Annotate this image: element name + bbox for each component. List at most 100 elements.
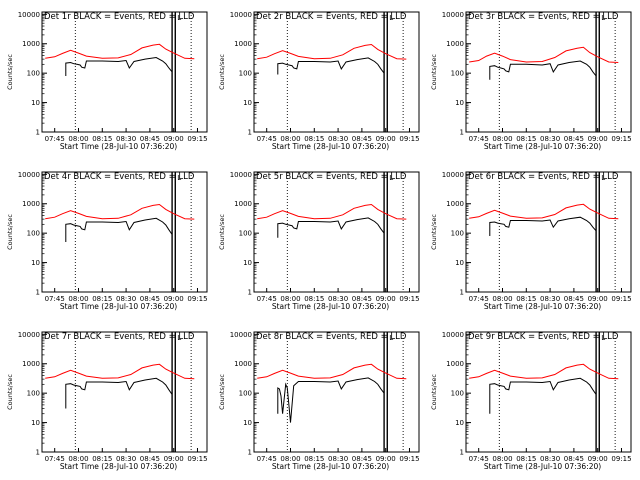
y-axis-label: Counts/sec xyxy=(218,54,226,90)
series-line-lld xyxy=(45,203,195,220)
x-tick-label: 08:45 xyxy=(352,455,372,463)
panel-title: Det 7r BLACK = Events, RED = LLD xyxy=(44,332,195,342)
marker-label: L xyxy=(601,14,605,22)
y-tick-label: 10 xyxy=(455,259,464,267)
x-tick-label: 08:45 xyxy=(140,455,160,463)
x-axis-label: Start Time (28-Jul-10 07:36:20) xyxy=(60,142,177,151)
panel-det-2: Det 2r BLACK = Events, RED = LLD 1 10 100 10… xyxy=(218,11,420,151)
y-tick-label: 100 xyxy=(27,390,40,398)
x-tick-label: 08:15 xyxy=(304,295,324,303)
x-tick-label: 07:45 xyxy=(469,135,489,143)
x-tick-label: 07:45 xyxy=(469,455,489,463)
x-tick-label: 08:45 xyxy=(352,295,372,303)
y-tick-label: 10 xyxy=(243,99,252,107)
plot-frame xyxy=(41,171,208,293)
y-axis-label: Counts/sec xyxy=(6,214,14,250)
y-axis-label: Counts/sec xyxy=(430,214,438,250)
x-tick-label: 08:15 xyxy=(92,135,112,143)
y-tick-label: 100 xyxy=(451,230,464,238)
panel-title: Det 6r BLACK = Events, RED = LLD xyxy=(468,172,619,182)
x-tick-label: 08:00 xyxy=(492,135,512,143)
y-tick-label: 1000 xyxy=(234,200,252,208)
x-tick-label: 09:00 xyxy=(164,455,184,463)
x-tick-label: 08:30 xyxy=(540,295,560,303)
series-line-lld xyxy=(257,363,407,380)
y-tick-label: 10000 xyxy=(230,331,252,339)
y-tick-label: 1 xyxy=(248,449,252,457)
plot-frame xyxy=(41,11,208,133)
x-tick-label: 08:00 xyxy=(68,135,88,143)
panel-det-1: Det 1r BLACK = Events, RED = LLD 1 10 100 10… xyxy=(6,11,208,151)
y-tick-label: 1 xyxy=(36,129,40,137)
x-tick-label: 09:00 xyxy=(588,135,608,143)
x-tick-label: 08:00 xyxy=(68,455,88,463)
plot-frame xyxy=(253,171,420,293)
marker-label: L xyxy=(389,334,393,342)
x-tick-label: 08:15 xyxy=(92,455,112,463)
y-axis-label: Counts/sec xyxy=(430,374,438,410)
x-tick-label: 08:15 xyxy=(516,295,536,303)
x-tick-label: 08:15 xyxy=(304,455,324,463)
plot-frame xyxy=(253,331,420,453)
x-tick-label: 08:45 xyxy=(140,135,160,143)
y-tick-label: 10 xyxy=(455,99,464,107)
marker-label: L xyxy=(177,334,181,342)
y-tick-label: 1 xyxy=(36,289,40,297)
x-tick-label: 08:45 xyxy=(564,295,584,303)
y-tick-label: 10 xyxy=(31,99,40,107)
y-axis-label: Counts/sec xyxy=(430,54,438,90)
x-tick-label: 08:45 xyxy=(140,295,160,303)
x-tick-label: 08:45 xyxy=(352,135,372,143)
x-tick-label: 09:00 xyxy=(588,455,608,463)
panel-title: Det 2r BLACK = Events, RED = LLD xyxy=(256,12,407,22)
panel-det-3: Det 3r BLACK = Events, RED = LLD 1 10 100 10… xyxy=(430,11,632,151)
plot-frame xyxy=(465,11,632,133)
x-tick-label: 09:00 xyxy=(588,295,608,303)
x-tick-label: 08:00 xyxy=(280,455,300,463)
panel-title: Det 8r BLACK = Events, RED = LLD xyxy=(256,332,407,342)
y-axis-label: Counts/sec xyxy=(6,54,14,90)
y-tick-label: 10000 xyxy=(18,11,40,19)
x-tick-label: 08:30 xyxy=(116,455,136,463)
x-tick-label: 08:45 xyxy=(564,455,584,463)
x-axis-label: Start Time (28-Jul-10 07:36:20) xyxy=(272,302,389,311)
plot-frame xyxy=(41,331,208,453)
y-tick-label: 1 xyxy=(248,289,252,297)
series-line-events xyxy=(65,217,173,242)
x-tick-label: 07:45 xyxy=(45,135,65,143)
y-axis-label: Counts/sec xyxy=(6,374,14,410)
series-line-events xyxy=(277,377,385,423)
marker-label: L xyxy=(177,174,181,182)
y-tick-label: 100 xyxy=(451,70,464,78)
x-tick-label: 08:15 xyxy=(516,135,536,143)
y-tick-label: 1000 xyxy=(446,360,464,368)
series-line-lld xyxy=(469,203,619,220)
marker-label: L xyxy=(601,174,605,182)
y-tick-label: 10 xyxy=(243,419,252,427)
y-tick-label: 1000 xyxy=(22,40,40,48)
x-tick-label: 08:30 xyxy=(328,455,348,463)
y-tick-label: 10000 xyxy=(230,171,252,179)
marker-label: L xyxy=(601,334,605,342)
y-tick-label: 100 xyxy=(239,70,252,78)
x-tick-label: 09:15 xyxy=(187,295,207,303)
series-line-events xyxy=(489,377,597,414)
x-tick-label: 07:45 xyxy=(469,295,489,303)
series-line-lld xyxy=(257,203,407,220)
x-tick-label: 09:00 xyxy=(376,135,396,143)
series-line-events xyxy=(277,217,385,238)
x-tick-label: 09:15 xyxy=(399,455,419,463)
x-tick-label: 09:15 xyxy=(611,135,631,143)
series-line-events xyxy=(65,56,173,76)
series-line-events xyxy=(65,377,173,409)
y-axis-label: Counts/sec xyxy=(218,214,226,250)
x-tick-label: 09:00 xyxy=(164,295,184,303)
y-tick-label: 10000 xyxy=(18,331,40,339)
series-line-events xyxy=(277,57,385,75)
x-tick-label: 09:15 xyxy=(611,295,631,303)
panel-title: Det 5r BLACK = Events, RED = LLD xyxy=(256,172,407,182)
y-tick-label: 1000 xyxy=(22,360,40,368)
plot-frame xyxy=(465,171,632,293)
x-tick-label: 07:45 xyxy=(45,455,65,463)
